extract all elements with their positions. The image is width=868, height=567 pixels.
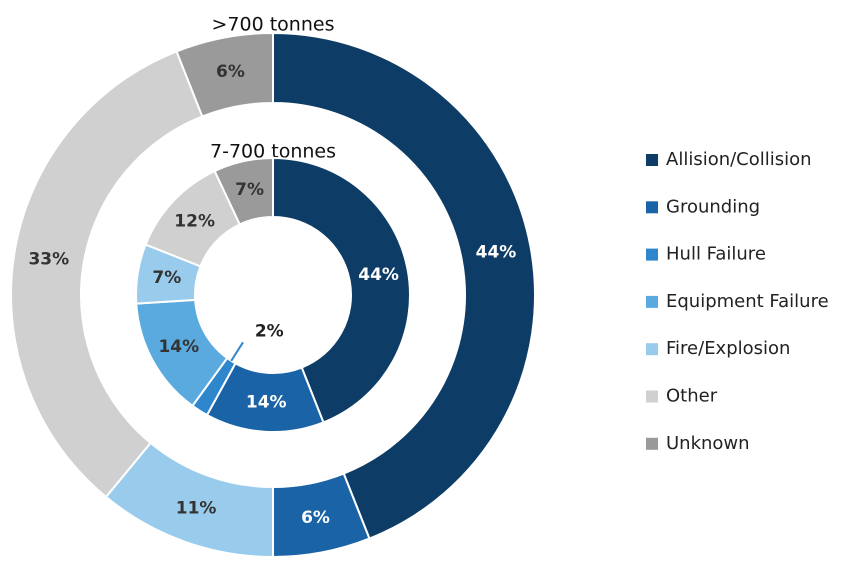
- legend-swatch: [646, 390, 658, 403]
- donut-slice: [10, 50, 204, 499]
- legend-label: Allision/Collision: [666, 149, 812, 170]
- data-label: 7%: [152, 268, 181, 288]
- donut-slice: [272, 31, 536, 540]
- legend-label: Grounding: [666, 196, 760, 217]
- data-label: 6%: [216, 62, 245, 82]
- data-label: 14%: [246, 392, 287, 412]
- legend-label: Equipment Failure: [666, 291, 829, 312]
- data-label: 33%: [28, 249, 69, 269]
- legend-swatch: [646, 295, 658, 308]
- leader-line: [230, 341, 244, 362]
- data-label: 14%: [158, 337, 199, 357]
- legend-swatch: [646, 201, 658, 214]
- data-label: 2%: [255, 322, 284, 342]
- legend-swatch: [646, 343, 658, 356]
- legend-label: Other: [666, 386, 718, 407]
- data-label: 12%: [174, 211, 215, 231]
- legend-swatch: [646, 248, 658, 261]
- ring-title: 7-700 tonnes: [210, 141, 336, 163]
- legend-label: Fire/Explosion: [666, 338, 790, 359]
- donut-slice: [213, 156, 274, 226]
- data-label: 7%: [235, 180, 264, 200]
- donut-slice: [175, 31, 274, 118]
- legend-swatch: [646, 437, 658, 450]
- data-label: 44%: [358, 265, 399, 285]
- legend-label: Unknown: [666, 433, 750, 454]
- data-label: 6%: [301, 508, 330, 528]
- data-label: 44%: [476, 242, 517, 262]
- data-label: 11%: [176, 499, 217, 519]
- donut-slice: [272, 156, 411, 424]
- ring-title: >700 tonnes: [212, 14, 335, 36]
- legend-label: Hull Failure: [666, 244, 766, 265]
- legend-swatch: [646, 154, 658, 166]
